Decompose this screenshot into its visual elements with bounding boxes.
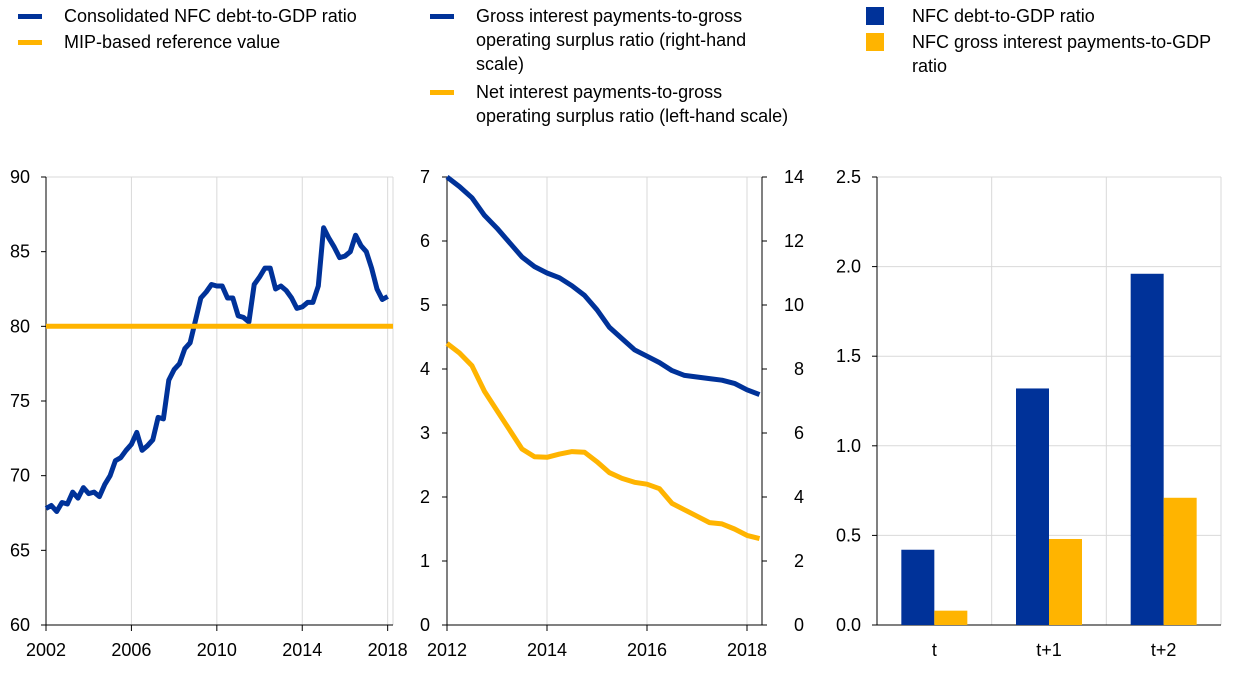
y-tick-label-right: 10: [784, 295, 804, 315]
x-category-label: t+1: [1036, 640, 1062, 660]
legend-left: Consolidated NFC debt-to-GDP ratio MIP-b…: [18, 4, 358, 56]
x-tick-label: 2006: [111, 640, 151, 660]
legend-square-marker: [866, 7, 884, 25]
legend-line-marker: [18, 14, 42, 19]
y-tick-label-left: 7: [420, 167, 430, 187]
x-tick-label: 2016: [627, 640, 667, 660]
legend-middle: Gross interest payments-to-gross operati…: [430, 4, 790, 130]
y-tick-label-left: 0: [420, 615, 430, 635]
legend-label: Consolidated NFC debt-to-GDP ratio: [64, 6, 357, 26]
legend-line-marker: [430, 90, 454, 95]
bar-debt-ratio: [901, 549, 935, 625]
bar-interest-ratio: [1049, 538, 1082, 625]
y-tick-label-right: 2: [794, 551, 804, 571]
y-tick-label: 70: [10, 466, 30, 486]
y-tick-label: 85: [10, 242, 30, 262]
y-tick-label: 0.5: [836, 525, 861, 545]
y-tick-label-left: 4: [420, 359, 430, 379]
bar-debt-ratio: [1130, 273, 1164, 625]
y-tick-label: 1.0: [836, 436, 861, 456]
x-tick-label: 2010: [197, 640, 237, 660]
y-tick-label: 80: [10, 316, 30, 336]
legend-label: Net interest payments-to-gross operating…: [476, 82, 789, 126]
y-tick-label-right: 14: [784, 167, 804, 187]
legend-line-marker: [18, 40, 42, 45]
x-tick-label: 2018: [727, 640, 767, 660]
y-tick-label: 0.0: [836, 615, 861, 635]
x-tick-label: 2002: [26, 640, 66, 660]
y-tick-label-right: 8: [794, 359, 804, 379]
y-tick-label-left: 6: [420, 231, 430, 251]
y-tick-label: 75: [10, 391, 30, 411]
y-tick-label-right: 0: [794, 615, 804, 635]
legend-item-net-interest: Net interest payments-to-gross operating…: [430, 80, 790, 128]
legend-square-marker: [866, 33, 884, 51]
legend-item-interest-bar: NFC gross interest payments-to-GDP ratio: [866, 30, 1226, 78]
y-tick-label-right: 6: [794, 423, 804, 443]
y-tick-label-left: 1: [420, 551, 430, 571]
y-tick-label: 1.5: [836, 346, 861, 366]
y-tick-label-left: 3: [420, 423, 430, 443]
x-category-label: t: [932, 640, 937, 660]
legend-item-debt-bar: NFC debt-to-GDP ratio: [866, 4, 1226, 28]
legend-item-gross-interest: Gross interest payments-to-gross operati…: [430, 4, 790, 76]
bar-debt-ratio: [1016, 388, 1049, 625]
y-tick-label-right: 12: [784, 231, 804, 251]
x-tick-label: 2012: [427, 640, 467, 660]
x-tick-label: 2014: [527, 640, 567, 660]
x-tick-label: 2018: [368, 640, 408, 660]
series-line-debt-ratio: [44, 225, 389, 514]
y-tick-label: 65: [10, 540, 30, 560]
y-tick-label-left: 5: [420, 295, 430, 315]
y-tick-label: 2.0: [836, 257, 861, 277]
y-tick-label: 2.5: [836, 167, 861, 187]
y-tick-label-left: 2: [420, 487, 430, 507]
legend-label: Gross interest payments-to-gross operati…: [476, 6, 747, 74]
legend-item-mip-reference: MIP-based reference value: [18, 30, 358, 54]
legend-right: NFC debt-to-GDP ratio NFC gross interest…: [866, 4, 1226, 80]
legend-line-marker: [430, 14, 454, 19]
y-tick-label: 60: [10, 615, 30, 635]
legend-label: MIP-based reference value: [64, 32, 281, 52]
y-tick-label: 90: [10, 167, 30, 187]
x-category-label: t+2: [1151, 640, 1177, 660]
x-tick-label: 2014: [282, 640, 322, 660]
bar-interest-ratio: [934, 610, 968, 625]
legend-label: NFC debt-to-GDP ratio: [912, 6, 1095, 26]
series-line-gross-interest: [445, 175, 761, 397]
y-tick-label-right: 4: [794, 487, 804, 507]
bar-interest-ratio: [1163, 497, 1197, 625]
series-line-net-interest: [445, 341, 761, 542]
legend-item-debt-ratio: Consolidated NFC debt-to-GDP ratio: [18, 4, 358, 28]
legend-label: NFC gross interest payments-to-GDP ratio: [912, 32, 1211, 76]
